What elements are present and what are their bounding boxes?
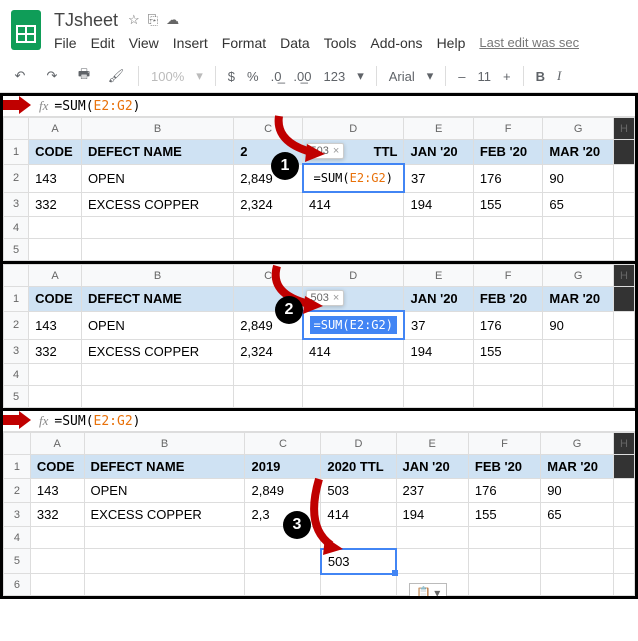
cell[interactable]: 332 [29,192,82,217]
bold-button[interactable]: B [536,69,545,84]
menu-file[interactable]: File [54,35,77,51]
paste-options-button[interactable]: 📋 ▾ [409,583,447,599]
panel-2: A B C D E F G H 1 CODE DEFECT NAME 20 JA… [0,264,638,411]
row-header[interactable]: 2 [4,164,29,192]
menu-format[interactable]: Format [222,35,266,51]
formula-bar[interactable]: fx =SUM(E2:G2) [3,411,635,432]
redo-icon[interactable]: ↷ [42,66,62,86]
cell[interactable]: EXCESS COPPER [81,192,233,217]
paint-format-icon[interactable]: 🖌 [106,66,126,86]
col-header[interactable]: F [473,118,542,140]
cell[interactable]: 65 [543,192,614,217]
row-header[interactable]: 5 [4,239,29,261]
fx-label: fx [39,98,48,114]
formula-bar-content[interactable]: =SUM(E2:G2) [54,99,140,114]
step-badge-1: 1 [271,152,299,180]
fill-handle[interactable] [392,570,398,576]
menu-tools[interactable]: Tools [324,35,357,51]
star-icon[interactable]: ☆ [128,12,140,28]
zoom-select[interactable]: 100% [151,69,184,84]
percent-button[interactable]: % [247,69,259,84]
row-header[interactable]: 4 [4,217,29,239]
cloud-icon[interactable]: ☁ [166,12,179,28]
sheets-logo-icon[interactable] [8,6,44,54]
cell[interactable]: 414 [303,192,404,217]
panel-1: fx =SUM(E2:G2) A B C D E F G H 1 CODE DE… [0,93,638,264]
corner-cell[interactable] [4,118,29,140]
menu-view[interactable]: View [129,35,159,51]
formula-cell-selected[interactable]: 503× =SUM(E2:G2) [303,311,404,339]
panel-3: fx =SUM(E2:G2) A B C D E F G H 1 CODE DE… [0,411,638,599]
step-badge-2: 2 [275,296,303,324]
doc-title[interactable]: TJsheet [54,10,118,31]
row-header[interactable]: 1 [4,140,29,165]
cell[interactable]: FEB '20 [473,140,542,165]
menu-edit[interactable]: Edit [91,35,115,51]
currency-button[interactable]: $ [228,69,235,84]
toolbar: ↶ ↷ 🖶 🖌 100%▾ $ % .0̲ .0̲0 123▾ Arial ▾ … [0,60,638,93]
close-icon[interactable]: × [333,145,339,157]
titlebar: TJsheet ☆ ⎘ ☁ File Edit View Insert Form… [0,0,638,60]
menu-insert[interactable]: Insert [173,35,208,51]
cell[interactable]: MAR '20 [543,140,614,165]
decrease-decimal-button[interactable]: .0̲ [271,69,282,84]
arrow-icon [1,411,33,431]
move-icon[interactable]: ⎘ [148,12,158,28]
menu-addons[interactable]: Add-ons [370,35,422,51]
close-icon[interactable]: × [333,292,339,304]
cell[interactable]: 194 [404,192,473,217]
cell[interactable]: 2,324 [234,192,303,217]
menu-data[interactable]: Data [280,35,310,51]
menu-help[interactable]: Help [437,35,466,51]
cell[interactable]: JAN '20 [404,140,473,165]
col-header[interactable]: H [613,118,634,140]
print-icon[interactable]: 🖶 [74,66,94,86]
font-size[interactable]: 11 [478,69,492,84]
cell[interactable]: 90 [543,164,614,192]
cell[interactable]: CODE [29,140,82,165]
menu-bar: File Edit View Insert Format Data Tools … [54,35,579,51]
format-menu[interactable]: 123 [324,69,346,84]
cell[interactable]: DEFECT NAME [81,140,233,165]
increase-decimal-button[interactable]: .0̲0 [293,69,311,84]
cell[interactable]: OPEN [81,164,233,192]
col-header[interactable]: G [543,118,614,140]
last-edit-link[interactable]: Last edit was sec [479,35,579,50]
col-header[interactable]: A [29,118,82,140]
col-header[interactable]: E [404,118,473,140]
row-header[interactable]: 3 [4,192,29,217]
formula-cell[interactable]: 503× =SUM(E2:G2) [303,164,404,192]
font-select[interactable]: Arial [389,69,415,84]
arrow-icon [303,477,351,557]
cell[interactable]: 176 [473,164,542,192]
cell[interactable]: 37 [404,164,473,192]
cell[interactable]: 143 [29,164,82,192]
col-header[interactable]: B [81,118,233,140]
arrow-icon [1,96,33,116]
cell[interactable]: 155 [473,192,542,217]
step-badge-3: 3 [283,511,311,539]
undo-icon[interactable]: ↶ [10,66,30,86]
italic-button[interactable]: I [557,68,561,84]
